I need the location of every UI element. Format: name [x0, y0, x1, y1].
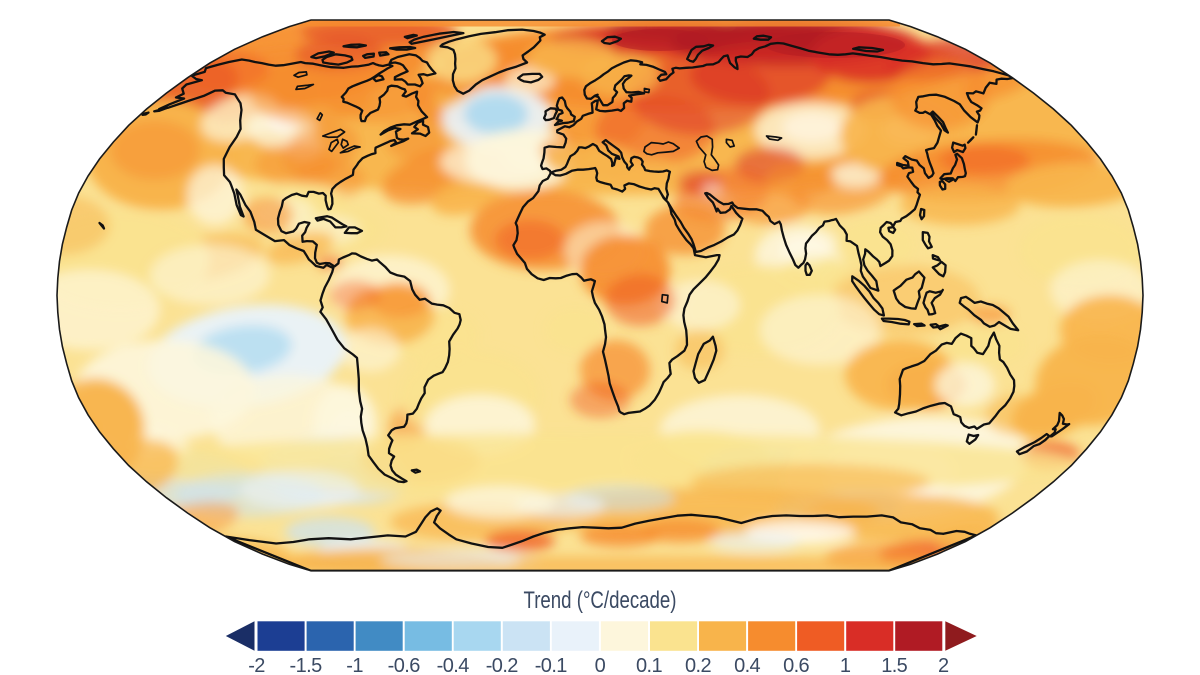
svg-text:1.5: 1.5 [881, 655, 907, 675]
svg-text:-1.5: -1.5 [290, 655, 323, 675]
svg-text:0.2: 0.2 [685, 655, 711, 675]
svg-text:0: 0 [595, 655, 606, 675]
svg-text:0.4: 0.4 [734, 655, 760, 675]
svg-text:-0.1: -0.1 [535, 655, 568, 675]
svg-text:2: 2 [938, 655, 949, 675]
svg-text:-1: -1 [346, 655, 363, 675]
svg-text:0.6: 0.6 [783, 655, 809, 675]
svg-text:0.1: 0.1 [636, 655, 662, 675]
svg-text:-0.2: -0.2 [486, 655, 519, 675]
svg-text:Trend (°C/decade): Trend (°C/decade) [524, 587, 677, 614]
svg-text:-2: -2 [248, 655, 265, 675]
svg-text:1: 1 [840, 655, 851, 675]
svg-text:-0.4: -0.4 [437, 655, 470, 675]
svg-text:-0.6: -0.6 [388, 655, 421, 675]
